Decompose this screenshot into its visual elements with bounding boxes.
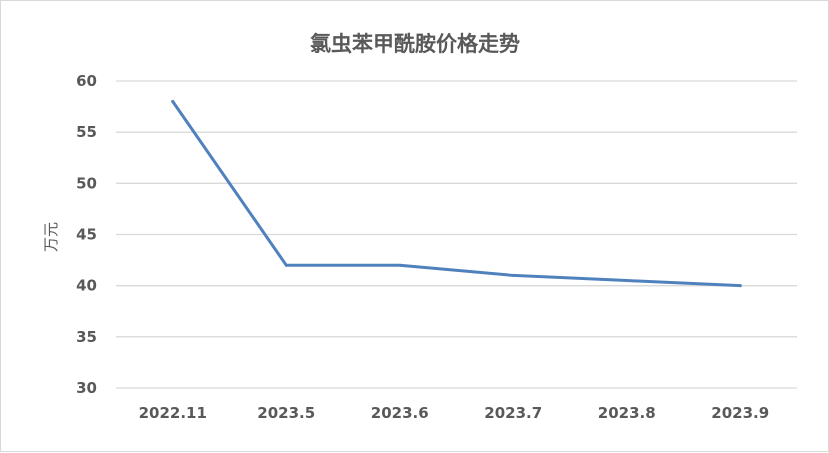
x-tick-label: 2023.6 — [371, 404, 429, 422]
data-point — [738, 284, 742, 288]
x-tick-label: 2023.8 — [598, 404, 656, 422]
y-tick-label: 55 — [76, 123, 97, 141]
x-tick-label: 2022.11 — [139, 404, 207, 422]
data-point — [284, 263, 288, 267]
data-point — [511, 273, 515, 277]
x-tick-label: 2023.9 — [711, 404, 769, 422]
series-line — [171, 99, 742, 288]
x-tick-label: 2023.5 — [257, 404, 315, 422]
y-tick-label: 40 — [76, 277, 97, 295]
x-tick-label: 2023.7 — [484, 404, 542, 422]
y-axis-label: 万元 — [42, 222, 60, 252]
data-point — [398, 263, 402, 267]
data-point — [625, 279, 629, 283]
chart-title: 氯虫苯甲酰胺价格走势 — [310, 32, 520, 56]
y-tick-label: 45 — [76, 226, 97, 244]
y-tick-label: 60 — [76, 72, 97, 90]
y-tick-label: 50 — [76, 174, 97, 192]
y-tick-label: 30 — [76, 379, 97, 397]
data-point — [171, 99, 175, 103]
y-tick-label: 35 — [76, 328, 97, 346]
